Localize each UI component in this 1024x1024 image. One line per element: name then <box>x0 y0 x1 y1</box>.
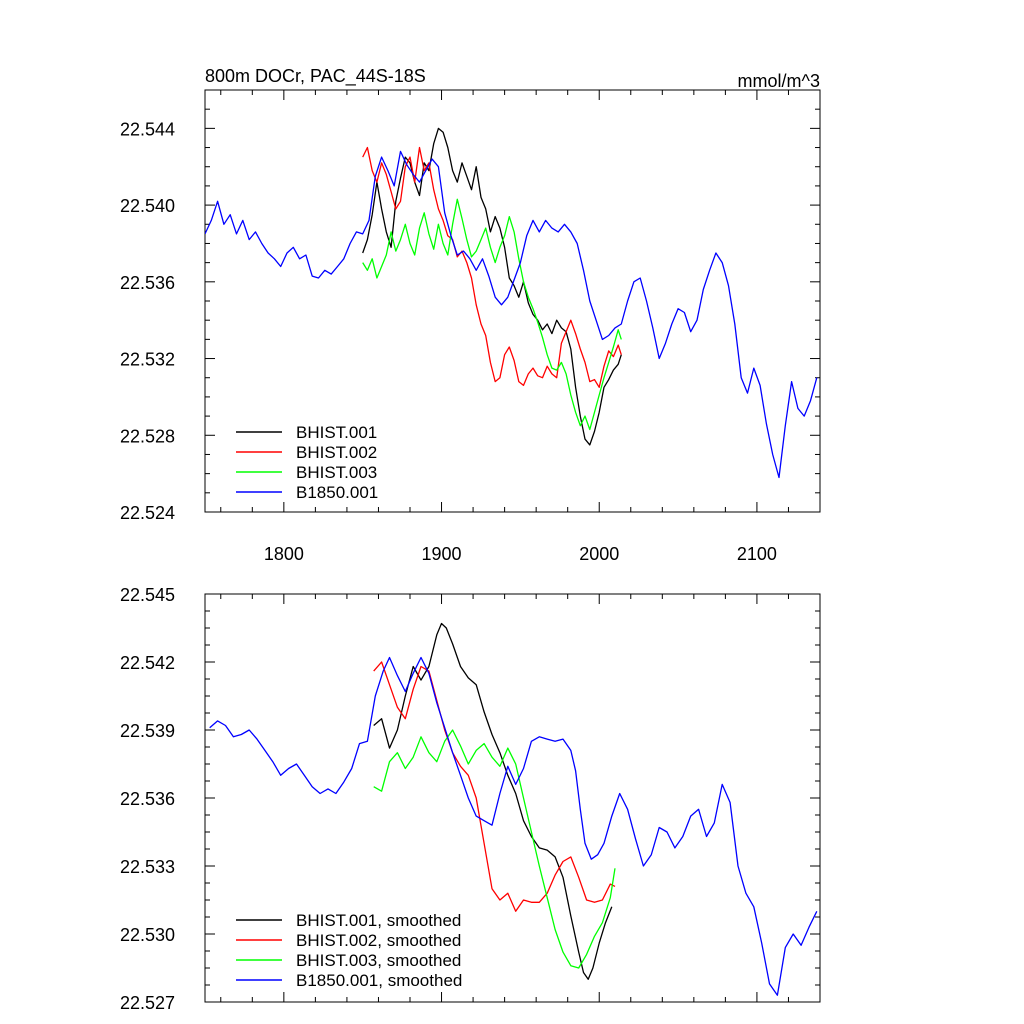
series-line-b1850-001 <box>205 150 818 479</box>
legend-label: B1850.001, smoothed <box>296 971 462 990</box>
x-tick-label: 1800 <box>264 544 304 564</box>
y-tick-label: 22.530 <box>120 925 175 945</box>
series-line-bhist-001 <box>362 127 622 446</box>
y-tick-label: 22.542 <box>120 653 175 673</box>
top-plot: 1800 1900 2000 2100 22.524 22.528 22.532 22.536… <box>120 66 821 564</box>
series-line-bhist-003-smoothed <box>373 729 616 969</box>
x-tick-label: 2000 <box>579 544 619 564</box>
y-tick-label: 22.536 <box>120 789 175 809</box>
y-tick-label: 22.544 <box>120 119 175 139</box>
series-line-bhist-001-smoothed <box>373 622 613 980</box>
legend-label: BHIST.001 <box>296 423 377 442</box>
legend-label: BHIST.003 <box>296 463 377 482</box>
units-label: mmol/m^3 <box>738 71 820 91</box>
y-tick-label: 22.528 <box>120 426 175 446</box>
y-tick-label: 22.545 <box>120 585 175 605</box>
series-group <box>205 127 818 479</box>
y-tick-label: 22.524 <box>120 503 175 523</box>
y-tick-label: 22.532 <box>120 350 175 370</box>
legend-label: B1850.001 <box>296 483 378 502</box>
legend-label: BHIST.002 <box>296 443 377 462</box>
y-tick-label: 22.536 <box>120 273 175 293</box>
bottom-plot: 22.527 22.530 22.533 22.536 22.539 22.542 22.5… <box>120 585 821 1013</box>
series-line-bhist-003 <box>362 198 622 431</box>
y-tick-label: 22.527 <box>120 993 175 1013</box>
x-tick-label: 2100 <box>737 544 777 564</box>
series-line-b1850-001-smoothed <box>209 656 818 996</box>
series-line-bhist-002-smoothed <box>373 661 616 912</box>
legend-label: BHIST.001, smoothed <box>296 911 461 930</box>
y-tick-label: 22.540 <box>120 196 175 216</box>
chart-title: 800m DOCr, PAC_44S-18S <box>205 66 426 87</box>
legend-label: BHIST.003, smoothed <box>296 951 461 970</box>
y-tick-label: 22.539 <box>120 721 175 741</box>
series-line-bhist-002 <box>362 146 622 388</box>
y-tick-label: 22.533 <box>120 857 175 877</box>
legend-label: BHIST.002, smoothed <box>296 931 461 950</box>
x-tick-label: 1900 <box>422 544 462 564</box>
series-group <box>209 622 818 996</box>
